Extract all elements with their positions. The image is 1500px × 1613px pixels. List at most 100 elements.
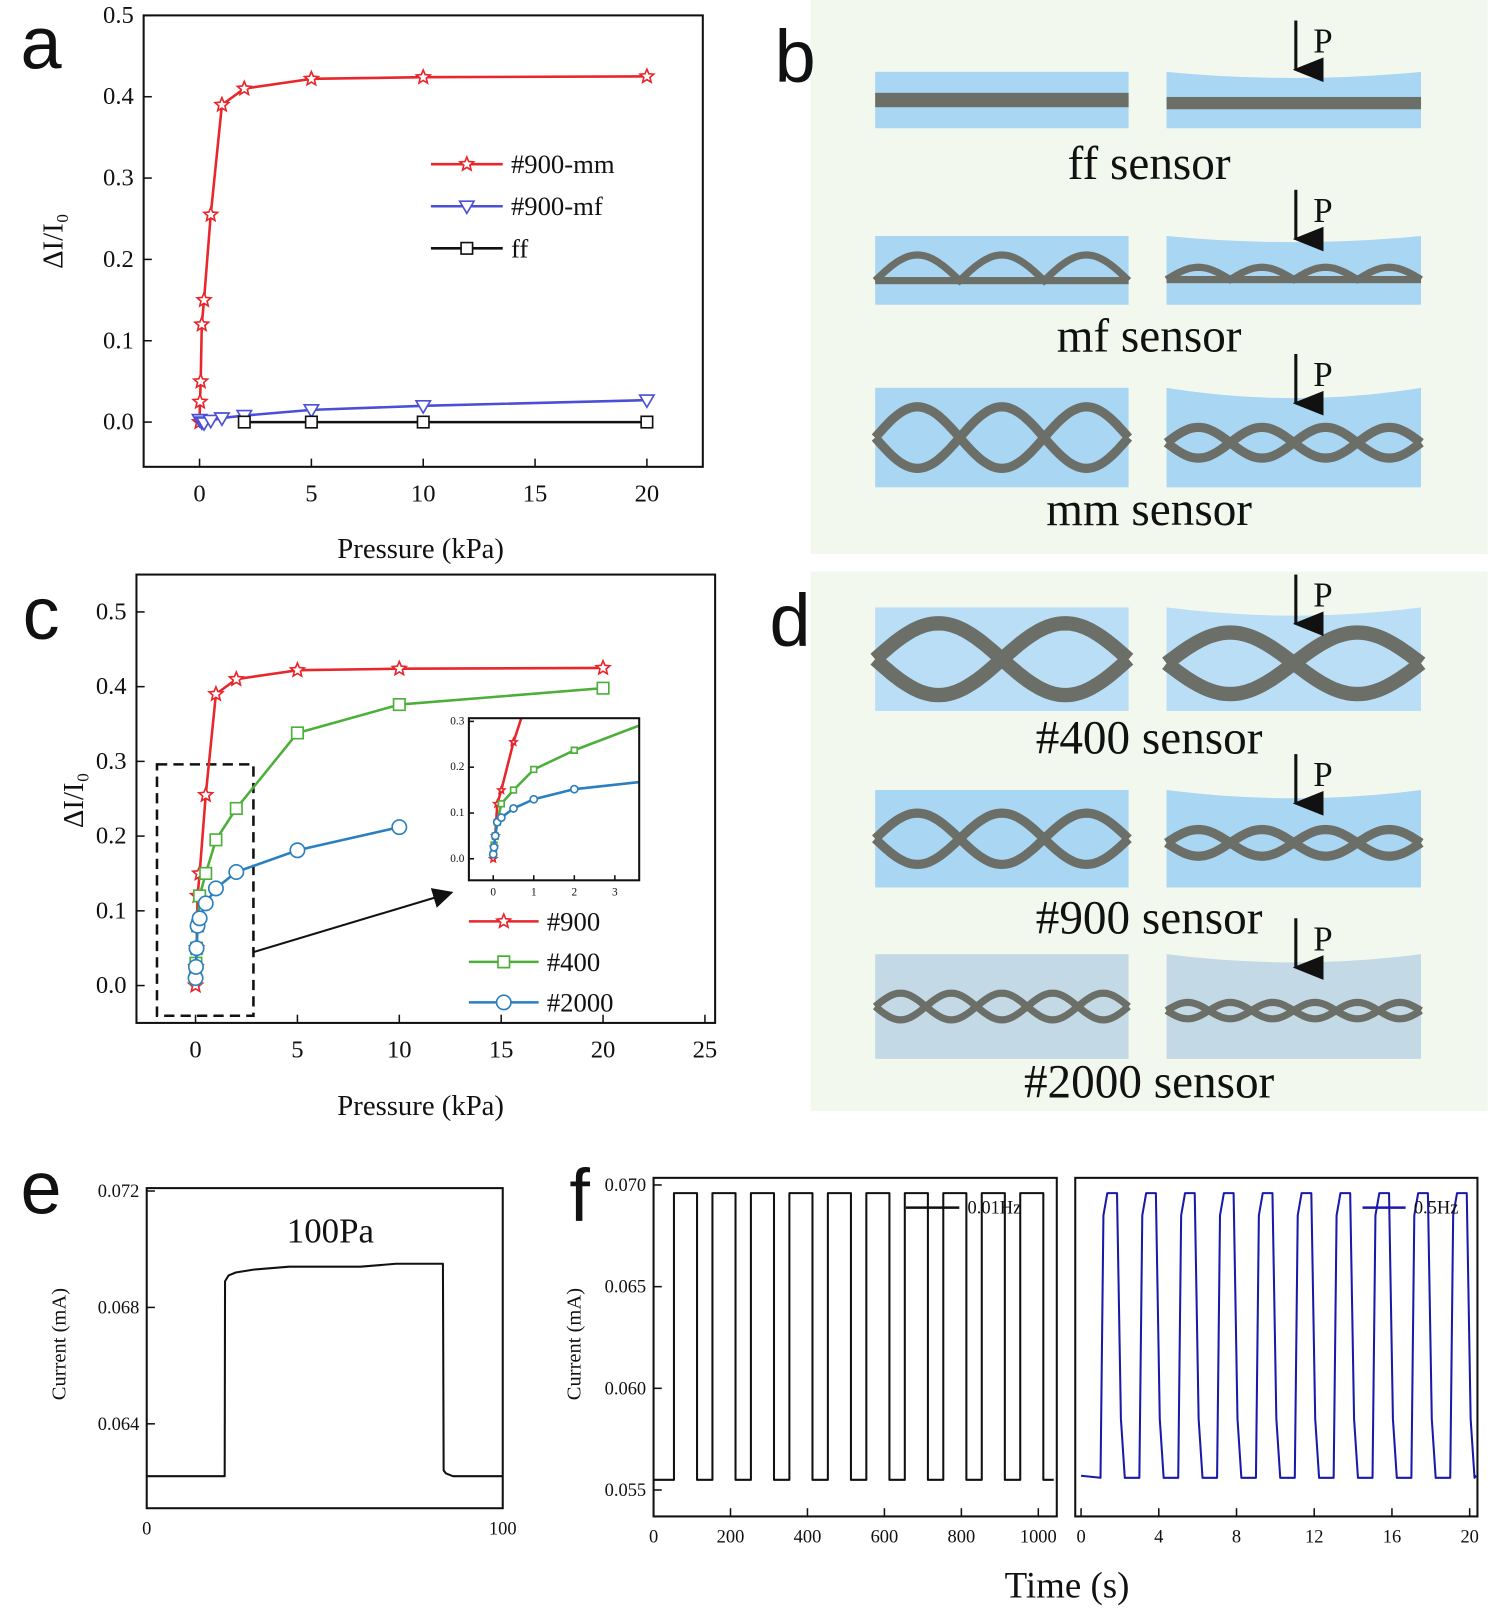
fabric-wire <box>1166 275 1422 284</box>
y-axis-label: ΔI/I₀ <box>58 772 90 828</box>
inset-x-tick-label: 1 <box>531 887 537 899</box>
y-tick-label: 0.2 <box>103 246 134 273</box>
inset-marker <box>495 784 507 795</box>
series-marker <box>302 404 321 419</box>
series-line <box>1080 1192 1478 1479</box>
series-marker <box>288 660 307 678</box>
x-tick-label: 5 <box>305 480 317 507</box>
inset-x-tick-label: 0 <box>490 887 496 899</box>
x-tick-label: 20 <box>635 480 660 507</box>
sensor-uncompressed <box>875 954 1129 1059</box>
fabric-wire <box>875 277 1129 285</box>
series-line <box>653 1192 1054 1481</box>
legend-label: ff <box>511 233 528 263</box>
series-marker <box>290 726 304 740</box>
x-tick-label: 4 <box>1154 1527 1163 1547</box>
x-axis-label: Pressure (kPa) <box>337 533 504 565</box>
y-tick-label: 0.0 <box>103 409 134 436</box>
sensor-compressed <box>1166 235 1422 305</box>
x-tick-label: 0 <box>193 480 205 507</box>
y-axis-label: Current (mA) <box>49 1288 71 1400</box>
pressure-label: P <box>1313 576 1332 615</box>
legend-label: #900-mm <box>511 149 615 179</box>
mesh-wire <box>871 402 1133 473</box>
inset-marker <box>497 800 506 808</box>
sensor-label: ff sensor <box>1068 138 1231 190</box>
inset-marker <box>530 677 537 684</box>
x-axis-label: Time (s) <box>1005 1565 1130 1607</box>
inset-y-tick-label: 0.3 <box>450 715 464 727</box>
sensor-label: mf sensor <box>1057 311 1242 363</box>
x-tick-label: 15 <box>523 480 548 507</box>
inset-marker <box>489 842 499 852</box>
x-tick-label: 20 <box>1460 1527 1478 1547</box>
y-axis-label: ΔI/I₀ <box>37 213 69 269</box>
y-tick-label: 0.055 <box>605 1480 647 1500</box>
series-marker <box>188 940 205 957</box>
series-marker <box>196 785 215 803</box>
legend-label: 0.01Hz <box>968 1198 1022 1218</box>
series-marker <box>229 801 243 816</box>
inset-marker <box>488 849 498 859</box>
plot-frame <box>135 573 717 1024</box>
series-marker <box>201 205 220 223</box>
series-marker <box>414 399 432 415</box>
x-tick-label: 0 <box>1076 1527 1085 1547</box>
legend-marker <box>460 241 474 255</box>
inset-y-tick-label: 0.0 <box>450 853 464 865</box>
series-marker <box>237 415 251 429</box>
inset-marker <box>530 765 538 774</box>
series-marker <box>235 79 254 97</box>
legend-marker <box>494 912 513 929</box>
y-tick-label: 0.064 <box>98 1414 140 1434</box>
legend-label: #2000 <box>547 987 614 1017</box>
x-tick-label: 20 <box>591 1037 616 1064</box>
x-tick-label: 16 <box>1383 1527 1401 1547</box>
legend-marker <box>495 994 512 1011</box>
inset-marker <box>490 831 500 841</box>
sensor-label: #400 sensor <box>1036 713 1263 765</box>
annotation: 100Pa <box>287 1212 374 1251</box>
legend-marker <box>458 200 476 216</box>
series-marker <box>391 819 408 836</box>
inset-marker <box>509 804 518 813</box>
mesh-wire <box>872 989 1131 1024</box>
y-tick-label: 0.1 <box>96 897 127 924</box>
zoom-arrow <box>253 888 454 954</box>
inset-marker <box>692 772 699 779</box>
series-marker <box>302 69 321 87</box>
mesh-wire <box>1164 824 1424 861</box>
sensor-label: #2000 sensor <box>1024 1056 1275 1108</box>
y-tick-label: 0.4 <box>96 673 127 700</box>
series-marker <box>392 698 406 712</box>
series-marker <box>207 684 225 702</box>
legend-label: 0.5Hz <box>1414 1198 1459 1218</box>
sensor-label: mm sensor <box>1046 484 1252 536</box>
inset-marker <box>529 794 539 804</box>
x-tick-label: 10 <box>387 1037 412 1064</box>
series-marker <box>596 681 610 695</box>
series-marker <box>390 659 409 677</box>
x-tick-label: 1000 <box>1020 1527 1057 1547</box>
mesh-wire <box>1163 422 1424 463</box>
y-tick-label: 0.3 <box>96 748 127 775</box>
series-marker <box>228 864 245 880</box>
x-tick-label: 400 <box>794 1527 822 1547</box>
plot-frame <box>1074 1176 1479 1518</box>
y-tick-label: 0.060 <box>605 1378 647 1398</box>
panel-label: b <box>775 15 816 98</box>
panel-label: c <box>23 572 60 655</box>
x-tick-label: 200 <box>717 1527 745 1547</box>
series-marker <box>191 910 208 927</box>
x-tick-label: 0 <box>142 1519 151 1539</box>
x-tick-label: 25 <box>693 1037 718 1064</box>
inset-x-tick-label: 2 <box>571 887 577 899</box>
y-tick-label: 0.065 <box>605 1277 647 1297</box>
pressure-label: P <box>1313 919 1332 958</box>
pressure-label: P <box>1313 22 1332 61</box>
mesh-wire <box>870 616 1134 703</box>
x-tick-label: 800 <box>948 1527 976 1547</box>
mesh-wire <box>872 808 1132 870</box>
inset-y-tick-label: 0.1 <box>450 807 464 819</box>
